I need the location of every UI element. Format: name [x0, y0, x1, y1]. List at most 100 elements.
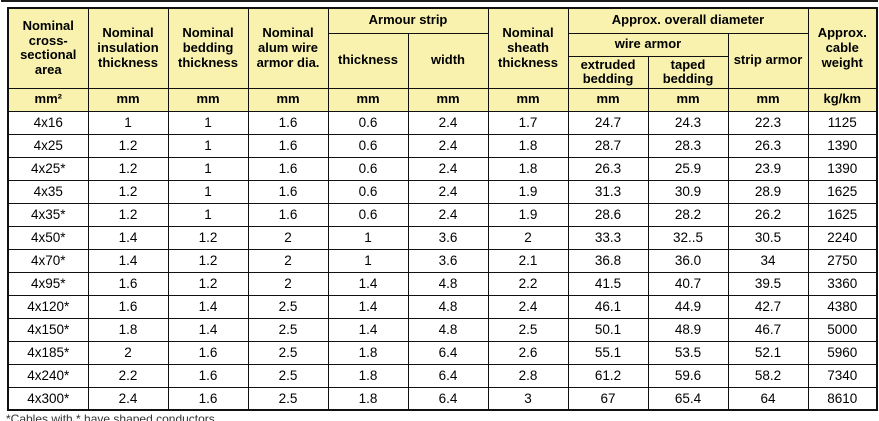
cell-value: 26.3: [727, 133, 809, 158]
cell-value: 2.1: [487, 248, 569, 273]
units-row: mm² mm mm mm mm mm mm mm mm mm kg/km: [7, 87, 878, 112]
cell-value: 1625: [807, 179, 878, 204]
cell-value: 5000: [807, 317, 878, 342]
cell-value: 2.5: [487, 317, 569, 342]
unit-cell: mm: [247, 87, 329, 112]
cell-value: 0.6: [327, 202, 409, 227]
cell-value: 28.3: [647, 133, 729, 158]
header-strip-thickness: thickness: [327, 32, 409, 89]
cell-value: 2: [247, 248, 329, 273]
cell-value: 1: [167, 110, 249, 135]
cell-value: 1.8: [487, 156, 569, 181]
cell-value: 39.5: [727, 271, 809, 296]
cell-value: 2.6: [487, 340, 569, 365]
cell-value: 1.2: [167, 248, 249, 273]
cell-value: 26.3: [567, 156, 649, 181]
cell-value: 4380: [807, 294, 878, 319]
cell-value: 1.4: [327, 317, 409, 342]
table-row: 4x95* 1.6 1.2 2 1.4 4.8 2.2 41.5 40.7 39.5 3360: [7, 271, 878, 296]
cell-value: 1.4: [167, 294, 249, 319]
cell-value: 2.5: [247, 317, 329, 342]
unit-cell: mm: [87, 87, 169, 112]
cell-value: 33.3: [567, 225, 649, 250]
cell-value: 24.7: [567, 110, 649, 135]
cell-value: 1.6: [247, 156, 329, 181]
cell-value: 1.6: [247, 133, 329, 158]
cell-value: 1.2: [87, 133, 169, 158]
header-insulation-thickness: Nominal insulation thickness: [87, 7, 169, 89]
cell-value: 3: [487, 386, 569, 411]
cell-value: 34: [727, 248, 809, 273]
cell-value: 2: [247, 271, 329, 296]
table-row: 4x185* 2 1.6 2.5 1.8 6.4 2.6 55.1 53.5 52.1 5960: [7, 340, 878, 365]
cell-value: 46.7: [727, 317, 809, 342]
table-row: 4x150* 1.8 1.4 2.5 1.4 4.8 2.5 50.1 48.9 46.7 5000: [7, 317, 878, 342]
cell-cable-size: 4x35: [7, 179, 89, 204]
header-taped-bedding: taped bedding: [647, 55, 729, 89]
cell-value: 24.3: [647, 110, 729, 135]
cell-value: 41.5: [567, 271, 649, 296]
table-body: 4x16 1 1 1.6 0.6 2.4 1.7 24.7 24.3 22.3 1125 4x25 1.…: [7, 110, 878, 411]
cell-value: 1.2: [87, 179, 169, 204]
cell-value: 23.9: [727, 156, 809, 181]
cell-value: 2.2: [87, 363, 169, 388]
cell-cable-size: 4x16: [7, 110, 89, 135]
cell-value: 28.9: [727, 179, 809, 204]
header-cross-sectional-area: Nominal cross-sectional area: [7, 7, 89, 89]
cell-value: 3.6: [407, 248, 489, 273]
cell-value: 1: [327, 225, 409, 250]
unit-cell: mm: [647, 87, 729, 112]
cell-value: 2.4: [407, 110, 489, 135]
cell-value: 2.4: [407, 202, 489, 227]
cell-value: 1.6: [87, 294, 169, 319]
cell-value: 46.1: [567, 294, 649, 319]
cell-value: 30.9: [647, 179, 729, 204]
unit-cell: mm: [567, 87, 649, 112]
header-strip-width: width: [407, 32, 489, 89]
cell-value: 4.8: [407, 271, 489, 296]
cell-value: 2: [247, 225, 329, 250]
cell-value: 55.1: [567, 340, 649, 365]
table-row: 4x25* 1.2 1 1.6 0.6 2.4 1.8 26.3 25.9 23.9 1390: [7, 156, 878, 181]
header-sheath-thickness: Nominal sheath thickness: [487, 7, 569, 89]
table-row: 4x50* 1.4 1.2 2 1 3.6 2 33.3 32..5 30.5 2240: [7, 225, 878, 250]
unit-cell: kg/km: [807, 87, 878, 112]
header-group-overall-diameter: Approx. overall diameter: [567, 7, 809, 34]
cell-value: 4.8: [407, 317, 489, 342]
cell-value: 1.6: [167, 340, 249, 365]
cell-value: 1.6: [247, 179, 329, 204]
cell-value: 1.7: [487, 110, 569, 135]
cell-value: 6.4: [407, 340, 489, 365]
cell-value: 1.6: [87, 271, 169, 296]
cell-value: 1: [87, 110, 169, 135]
cell-value: 3.6: [407, 225, 489, 250]
cell-value: 2.8: [487, 363, 569, 388]
cell-cable-size: 4x25*: [7, 156, 89, 181]
cell-cable-size: 4x95*: [7, 271, 89, 296]
cell-value: 61.2: [567, 363, 649, 388]
cell-cable-size: 4x185*: [7, 340, 89, 365]
footnote-text: *Cables with * have shaped conductors: [6, 412, 215, 421]
unit-cell: mm: [487, 87, 569, 112]
cell-cable-size: 4x300*: [7, 386, 89, 411]
table-row: 4x35 1.2 1 1.6 0.6 2.4 1.9 31.3 30.9 28.9 1625: [7, 179, 878, 204]
cell-value: 1.8: [327, 386, 409, 411]
cell-value: 1: [167, 156, 249, 181]
cell-value: 36.0: [647, 248, 729, 273]
cell-value: 26.2: [727, 202, 809, 227]
table-row: 4x120* 1.6 1.4 2.5 1.4 4.8 2.4 46.1 44.9 42.7 4380: [7, 294, 878, 319]
cell-value: 2.4: [87, 386, 169, 411]
cell-value: 0.6: [327, 179, 409, 204]
cell-value: 59.6: [647, 363, 729, 388]
cell-value: 1.4: [327, 294, 409, 319]
cell-value: 1125: [807, 110, 878, 135]
cell-value: 7340: [807, 363, 878, 388]
cell-value: 31.3: [567, 179, 649, 204]
cell-value: 1: [167, 179, 249, 204]
cell-value: 40.7: [647, 271, 729, 296]
cell-cable-size: 4x240*: [7, 363, 89, 388]
cell-value: 1390: [807, 156, 878, 181]
cell-value: 65.4: [647, 386, 729, 411]
cell-value: 2.4: [407, 156, 489, 181]
